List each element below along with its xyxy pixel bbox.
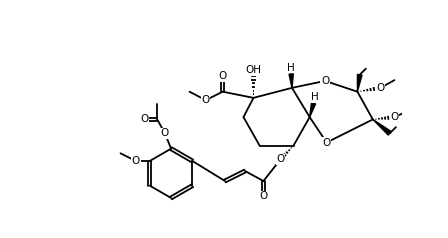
Text: H: H [311,92,319,102]
Text: O: O [259,191,267,201]
Text: OH: OH [246,65,262,75]
Text: O: O [376,83,385,93]
Text: O: O [161,128,169,138]
Text: O: O [219,71,227,81]
Text: O: O [276,154,284,164]
Polygon shape [358,74,362,92]
Text: O: O [390,112,399,122]
Text: O: O [323,138,331,148]
Polygon shape [289,74,293,88]
Text: H: H [287,63,295,73]
Text: O: O [132,156,140,166]
Text: O: O [202,95,210,105]
Text: O: O [140,114,148,124]
Polygon shape [310,103,315,117]
Text: O: O [321,76,329,86]
Polygon shape [373,119,391,135]
